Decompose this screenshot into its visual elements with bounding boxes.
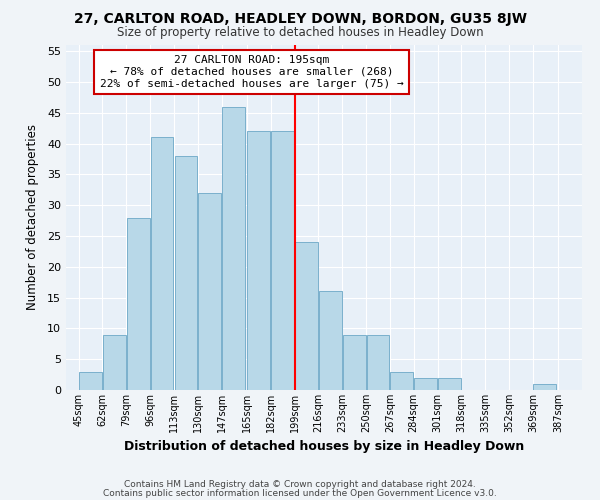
Bar [367,334,389,390]
Bar [103,334,126,390]
Bar [438,378,461,390]
Bar [127,218,149,390]
Bar [391,372,413,390]
Y-axis label: Number of detached properties: Number of detached properties [26,124,38,310]
Bar [175,156,197,390]
Text: 27 CARLTON ROAD: 195sqm
← 78% of detached houses are smaller (268)
22% of semi-d: 27 CARLTON ROAD: 195sqm ← 78% of detache… [100,56,404,88]
Bar [151,138,173,390]
Bar [533,384,556,390]
Bar [247,131,270,390]
Text: 27, CARLTON ROAD, HEADLEY DOWN, BORDON, GU35 8JW: 27, CARLTON ROAD, HEADLEY DOWN, BORDON, … [74,12,527,26]
X-axis label: Distribution of detached houses by size in Headley Down: Distribution of detached houses by size … [124,440,524,454]
Bar [222,106,245,390]
Bar [271,131,294,390]
Bar [319,292,341,390]
Bar [415,378,437,390]
Text: Size of property relative to detached houses in Headley Down: Size of property relative to detached ho… [116,26,484,39]
Bar [343,334,365,390]
Bar [295,242,318,390]
Bar [199,193,221,390]
Bar [79,372,102,390]
Text: Contains public sector information licensed under the Open Government Licence v3: Contains public sector information licen… [103,488,497,498]
Text: Contains HM Land Registry data © Crown copyright and database right 2024.: Contains HM Land Registry data © Crown c… [124,480,476,489]
